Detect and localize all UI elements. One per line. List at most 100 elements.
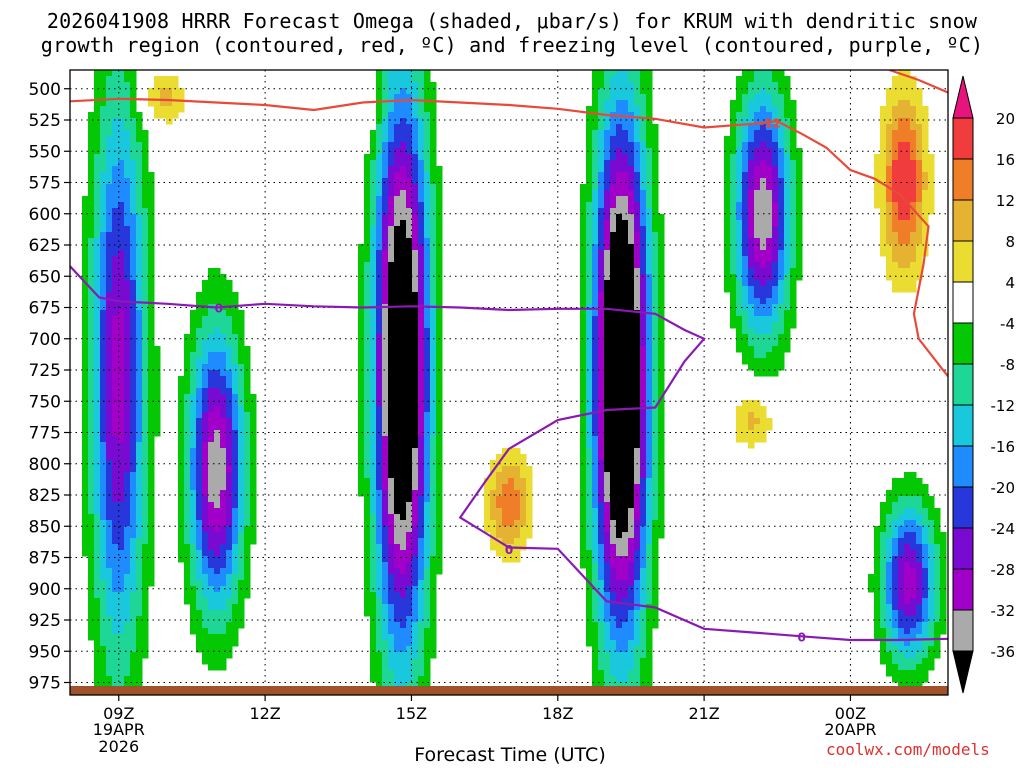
omega-cell	[586, 244, 593, 251]
omega-cell	[796, 148, 803, 155]
omega-cell	[754, 232, 761, 239]
omega-cell	[376, 472, 383, 479]
omega-cell	[370, 298, 377, 305]
omega-cell	[388, 238, 395, 245]
omega-cell	[400, 268, 407, 275]
omega-cell	[652, 430, 659, 437]
omega-cell	[178, 490, 185, 497]
omega-cell	[742, 346, 749, 353]
omega-cell	[652, 520, 659, 527]
omega-cell	[418, 394, 425, 401]
omega-cell	[634, 82, 641, 89]
omega-cell	[424, 358, 431, 365]
omega-cell	[136, 130, 143, 137]
omega-cell	[106, 274, 113, 281]
omega-cell	[580, 442, 587, 449]
omega-cell	[760, 340, 767, 347]
omega-cell	[886, 226, 893, 233]
omega-cell	[364, 418, 371, 425]
omega-cell	[250, 424, 257, 431]
omega-cell	[508, 514, 515, 521]
omega-cell	[784, 232, 791, 239]
omega-cell	[388, 286, 395, 293]
omega-cell	[130, 382, 137, 389]
omega-cell	[364, 502, 371, 509]
omega-cell	[106, 400, 113, 407]
omega-cell	[436, 202, 443, 209]
omega-cell	[184, 472, 191, 479]
omega-cell	[754, 424, 761, 431]
omega-cell	[190, 412, 197, 419]
omega-cell	[190, 436, 197, 443]
omega-cell	[580, 562, 587, 569]
omega-cell	[886, 190, 893, 197]
omega-cell	[760, 196, 767, 203]
omega-cell	[418, 418, 425, 425]
omega-cell	[124, 490, 131, 497]
omega-cell	[412, 478, 419, 485]
omega-cell	[208, 298, 215, 305]
omega-cell	[244, 346, 251, 353]
omega-cell	[142, 292, 149, 299]
omega-cell	[640, 166, 647, 173]
omega-cell	[526, 496, 533, 503]
omega-cell	[760, 412, 767, 419]
omega-cell	[106, 370, 113, 377]
omega-cell	[616, 436, 623, 443]
omega-cell	[598, 106, 605, 113]
omega-cell	[388, 418, 395, 425]
omega-cell	[742, 196, 749, 203]
omega-cell	[640, 268, 647, 275]
omega-cell	[130, 352, 137, 359]
omega-cell	[130, 124, 137, 131]
omega-cell	[652, 400, 659, 407]
omega-cell	[154, 76, 161, 83]
omega-cell	[610, 436, 617, 443]
omega-cell	[874, 550, 881, 557]
omega-cell	[148, 376, 155, 383]
omega-cell	[772, 346, 779, 353]
omega-cell	[394, 160, 401, 167]
omega-cell	[526, 520, 533, 527]
omega-cell	[94, 166, 101, 173]
omega-cell	[436, 280, 443, 287]
omega-cell	[418, 244, 425, 251]
omega-cell	[886, 538, 893, 545]
omega-cell	[580, 352, 587, 359]
omega-cell	[496, 550, 503, 557]
omega-cell	[118, 250, 125, 257]
omega-cell	[136, 232, 143, 239]
omega-cell	[124, 430, 131, 437]
omega-cell	[424, 562, 431, 569]
omega-cell	[106, 94, 113, 101]
omega-cell	[94, 226, 101, 233]
omega-cell	[598, 532, 605, 539]
omega-cell	[136, 238, 143, 245]
omega-cell	[766, 346, 773, 353]
omega-cell	[790, 298, 797, 305]
omega-cell	[244, 382, 251, 389]
omega-cell	[610, 244, 617, 251]
omega-cell	[244, 412, 251, 419]
omega-cell	[106, 226, 113, 233]
omega-cell	[634, 430, 641, 437]
omega-cell	[430, 286, 437, 293]
omega-cell	[634, 514, 641, 521]
omega-cell	[880, 232, 887, 239]
omega-cell	[880, 556, 887, 563]
omega-cell	[412, 550, 419, 557]
omega-cell	[652, 322, 659, 329]
omega-cell	[376, 214, 383, 221]
omega-cell	[214, 388, 221, 395]
omega-cell	[916, 268, 923, 275]
omega-cell	[616, 568, 623, 575]
omega-cell	[736, 166, 743, 173]
omega-cell	[100, 328, 107, 335]
omega-cell	[124, 88, 131, 95]
omega-cell	[82, 514, 89, 521]
omega-cell	[418, 160, 425, 167]
omega-cell	[148, 550, 155, 557]
omega-cell	[202, 550, 209, 557]
omega-cell	[598, 154, 605, 161]
omega-cell	[430, 196, 437, 203]
